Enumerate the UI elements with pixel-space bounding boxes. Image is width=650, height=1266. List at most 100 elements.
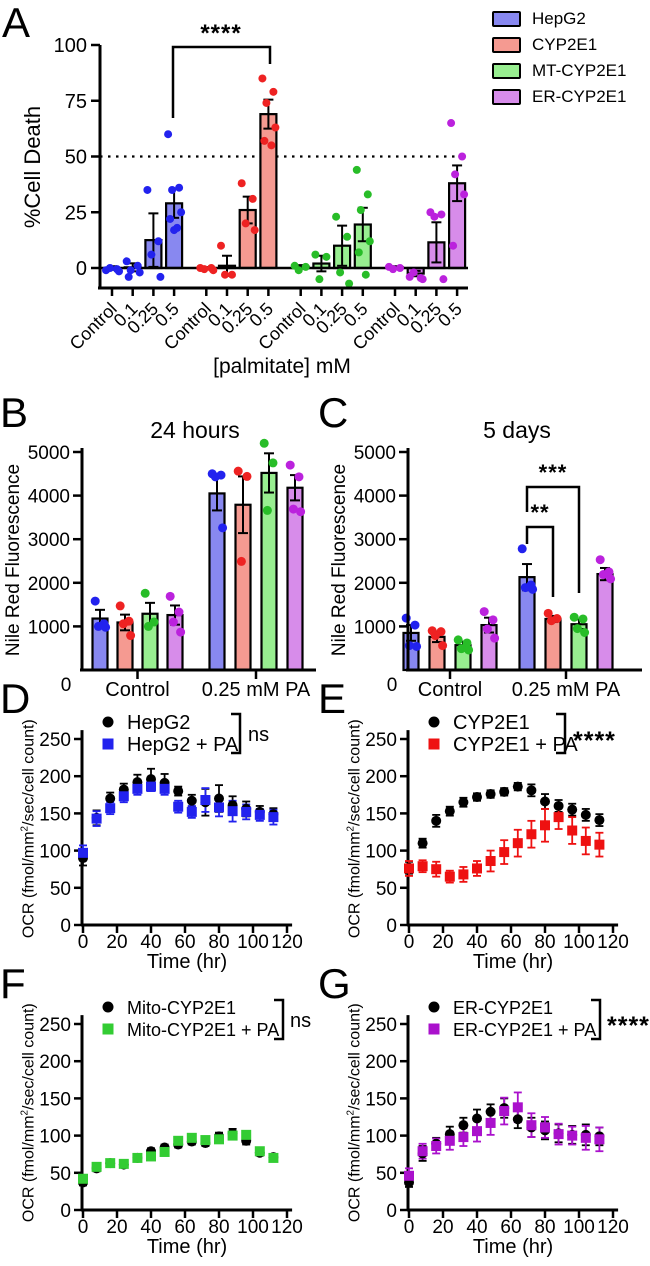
- panel-d-ylabel: OCR (fmol/mm2/sec/cell count): [19, 719, 38, 939]
- svg-text:20: 20: [106, 932, 127, 953]
- legend-item-label: HepG2: [532, 9, 586, 28]
- panel-e-xlabel: Time (hr): [472, 951, 554, 973]
- svg-text:150: 150: [365, 1089, 397, 1110]
- svg-text:100: 100: [54, 35, 87, 57]
- svg-text:200: 200: [365, 767, 397, 788]
- svg-text:100: 100: [237, 1217, 269, 1238]
- panel-c-ylabel: Nile Red Fluorescence: [329, 463, 350, 657]
- panel-b-label: B: [0, 389, 29, 436]
- svg-text:150: 150: [39, 804, 71, 825]
- svg-text:CYP2E1 + PA: CYP2E1 + PA: [453, 734, 578, 756]
- svg-text:0: 0: [404, 1217, 415, 1238]
- svg-text:0.5: 0.5: [434, 299, 466, 331]
- svg-text:80: 80: [534, 932, 555, 953]
- svg-text:20: 20: [106, 1217, 127, 1238]
- hepg2-swatch: [492, 11, 521, 27]
- svg-text:4000: 4000: [28, 487, 70, 508]
- svg-text:200: 200: [39, 1052, 71, 1073]
- svg-text:ER-CYP2E1 + PA: ER-CYP2E1 + PA: [453, 1020, 596, 1040]
- legend-item-cyp2e1: CYP2E1: [492, 32, 626, 58]
- svg-text:60: 60: [174, 932, 195, 953]
- svg-text:100: 100: [237, 932, 269, 953]
- svg-text:Control: Control: [105, 679, 169, 701]
- svg-text:CYP2E1: CYP2E1: [453, 712, 530, 734]
- panel-g-label: G: [318, 960, 351, 1007]
- svg-text:40: 40: [140, 932, 161, 953]
- cell-line-legend: HepG2 CYP2E1 MT-CYP2E1 ER-CYP2E1: [492, 6, 626, 110]
- svg-text:0: 0: [78, 1217, 89, 1238]
- svg-text:150: 150: [39, 1089, 71, 1110]
- panel-a-ylabel: %Cell Death: [20, 105, 45, 229]
- svg-text:50: 50: [50, 879, 71, 900]
- svg-text:100: 100: [563, 1217, 595, 1238]
- panel-f-ylabel: OCR (fmol/mm2/sec/cell count): [19, 1003, 38, 1223]
- legend-item-label: MT-CYP2E1: [532, 61, 627, 80]
- panel-f-xlabel: Time (hr): [146, 1236, 228, 1258]
- svg-text:120: 120: [597, 932, 629, 953]
- svg-text:****: ****: [200, 20, 241, 47]
- panel-g-ylabel: OCR (fmol/mm2/sec/cell count): [345, 1003, 364, 1223]
- svg-text:25: 25: [65, 202, 87, 224]
- svg-text:ER-CYP2E1: ER-CYP2E1: [453, 998, 553, 1018]
- svg-text:1000: 1000: [354, 617, 396, 638]
- svg-text:40: 40: [140, 1217, 161, 1238]
- svg-text:150: 150: [365, 804, 397, 825]
- svg-text:50: 50: [376, 1164, 397, 1185]
- svg-text:50: 50: [376, 879, 397, 900]
- legend-item-er-cyp2e1: ER-CYP2E1: [492, 84, 626, 110]
- svg-text:0: 0: [60, 916, 71, 937]
- svg-text:Control: Control: [66, 299, 121, 354]
- panel-b-ylabel: Nile Red Fluorescence: [3, 463, 24, 657]
- svg-text:100: 100: [39, 842, 71, 863]
- svg-text:80: 80: [208, 1217, 229, 1238]
- svg-text:120: 120: [597, 1217, 629, 1238]
- svg-text:***: ***: [539, 460, 568, 485]
- svg-text:100: 100: [365, 1127, 397, 1148]
- svg-text:Control: Control: [418, 679, 482, 701]
- svg-text:1000: 1000: [28, 617, 70, 638]
- svg-text:60: 60: [500, 932, 521, 953]
- svg-text:ns: ns: [248, 724, 269, 746]
- svg-text:0.25 mM PA: 0.25 mM PA: [512, 679, 621, 701]
- svg-text:0: 0: [60, 1201, 71, 1222]
- svg-text:120: 120: [271, 1217, 303, 1238]
- er-cyp2e1-swatch: [492, 89, 521, 105]
- panel-e-ylabel: OCR (fmol/mm2/sec/cell count): [345, 719, 364, 939]
- svg-text:0: 0: [387, 675, 398, 696]
- svg-text:2000: 2000: [354, 574, 396, 595]
- svg-text:100: 100: [39, 1127, 71, 1148]
- panel-b-title: 24 hours: [150, 417, 240, 443]
- cyp2e1-swatch: [492, 37, 521, 53]
- svg-text:2000: 2000: [28, 574, 70, 595]
- svg-text:20: 20: [432, 932, 453, 953]
- svg-text:ns: ns: [290, 1010, 311, 1032]
- svg-text:3000: 3000: [28, 530, 70, 551]
- svg-text:0: 0: [386, 1201, 397, 1222]
- svg-text:4000: 4000: [354, 487, 396, 508]
- panel-d-xlabel: Time (hr): [146, 951, 228, 973]
- svg-text:250: 250: [365, 1015, 397, 1036]
- panel-a-label: A: [2, 0, 31, 46]
- svg-text:HepG2: HepG2: [127, 712, 190, 734]
- panel-a-xlabel: [palmitate] mM: [213, 355, 351, 378]
- svg-text:40: 40: [466, 1217, 487, 1238]
- svg-text:80: 80: [534, 1217, 555, 1238]
- svg-text:5000: 5000: [354, 443, 396, 464]
- svg-text:3000: 3000: [354, 530, 396, 551]
- svg-text:HepG2 + PA: HepG2 + PA: [127, 734, 239, 756]
- svg-text:100: 100: [365, 842, 397, 863]
- svg-text:5000: 5000: [28, 443, 70, 464]
- panel-e-label: E: [318, 675, 347, 722]
- svg-text:75: 75: [65, 91, 87, 113]
- legend-item-hepg2: HepG2: [492, 6, 626, 32]
- svg-text:200: 200: [365, 1052, 397, 1073]
- svg-text:60: 60: [174, 1217, 195, 1238]
- svg-text:250: 250: [365, 730, 397, 751]
- legend-item-label: ER-CYP2E1: [532, 87, 627, 106]
- svg-text:250: 250: [39, 730, 71, 751]
